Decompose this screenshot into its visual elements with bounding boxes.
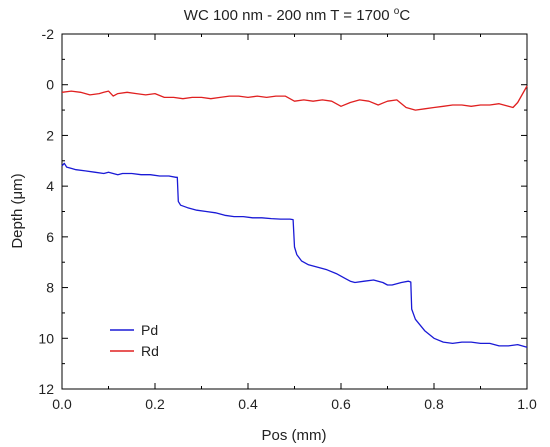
series-layer <box>61 85 528 348</box>
plot-frame <box>61 33 528 390</box>
y-tick-label: 2 <box>46 127 54 143</box>
y-tick-label: 0 <box>46 77 54 93</box>
x-axis-title: Pos (mm) <box>262 427 327 444</box>
x-tick-label: 1.0 <box>517 396 537 412</box>
series-line-pd <box>61 162 528 348</box>
y-tick-label: 8 <box>46 280 54 296</box>
x-tick-label: 0.4 <box>238 396 258 412</box>
legend-label-pd: Pd <box>141 322 158 338</box>
y-tick-label: 6 <box>46 229 54 245</box>
x-tick-label: 0.8 <box>424 396 444 412</box>
y-tick-label: -2 <box>42 26 55 42</box>
legend-label-rd: Rd <box>141 343 159 359</box>
x-tick-label: 0.0 <box>52 396 72 412</box>
x-tick-label: 0.2 <box>145 396 165 412</box>
x-tick-label: 0.6 <box>331 396 351 412</box>
axis-ticks: 0.0 0.2 0.4 0.6 0.8 1.0 -2 0 2 4 6 8 10 12 <box>38 26 537 412</box>
y-tick-label: 4 <box>46 178 54 194</box>
legend: Pd Rd <box>110 322 159 359</box>
chart-title: WC 100 nm - 200 nm T = 1700 oC <box>184 6 411 24</box>
series-line-rd <box>61 85 528 111</box>
y-axis-title: Depth (μm) <box>9 173 26 248</box>
y-tick-label: 12 <box>38 381 54 397</box>
y-tick-label: 10 <box>38 330 54 346</box>
